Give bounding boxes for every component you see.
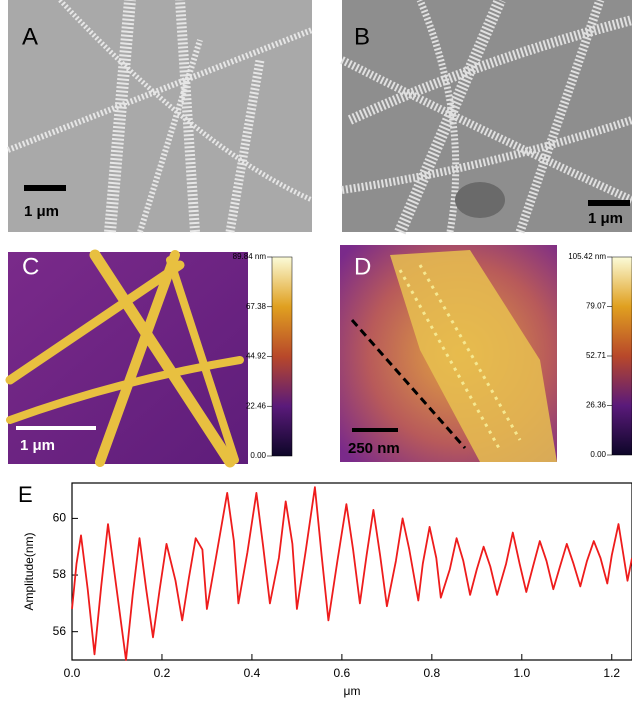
y-tick-label: 58 [53, 567, 67, 581]
panel-label: D [354, 253, 371, 280]
colorbar-tick-label: 22.46 [246, 401, 267, 410]
x-tick-label: 1.0 [513, 666, 530, 680]
x-tick-label: 0.6 [334, 666, 351, 680]
plot-frame [72, 483, 632, 660]
x-tick-label: 1.2 [603, 666, 620, 680]
scale-bar-label: 250 nm [348, 440, 400, 457]
panel-label: C [22, 253, 39, 280]
sem-image-a [8, 0, 312, 232]
scale-bar-label: 1 μm [24, 203, 59, 220]
x-tick-label: 0.2 [154, 666, 171, 680]
colorbar-tick-label: 89.84 nm [233, 252, 267, 261]
data-line [72, 487, 632, 660]
y-tick-label: 60 [53, 511, 67, 525]
sem-image-b [342, 0, 632, 232]
colorbar-tick-label: 52.71 [586, 351, 607, 360]
scale-bar-label: 1 μm [588, 210, 623, 227]
colorbar-tick-label: 44.92 [246, 352, 267, 361]
scale-bar-label: 1 μm [20, 437, 55, 454]
x-tick-label: 0.0 [64, 666, 81, 680]
x-tick-label: 0.4 [244, 666, 261, 680]
colorbar-tick-label: 0.00 [250, 451, 266, 460]
panel-label: E [18, 482, 33, 507]
colorbar-tick-label: 0.00 [590, 450, 606, 459]
x-axis-label: μm [344, 684, 361, 698]
colorbar-tick-label: 67.38 [246, 302, 267, 311]
colorbar-tick-label: 79.07 [586, 302, 607, 311]
panel-label: A [22, 23, 38, 50]
colorbar-tick-label: 105.42 nm [568, 252, 606, 261]
panel-label: B [354, 23, 370, 50]
y-tick-label: 56 [53, 624, 67, 638]
figure: A 1 μm B 1 μm C 1 μm 89.84 nm 67.38 44.92 22.46 0.… [0, 0, 632, 700]
x-tick-label: 0.8 [423, 666, 440, 680]
y-axis-label: Amplitude(nm) [22, 532, 36, 610]
colorbar-tick-label: 26.36 [586, 401, 607, 410]
page: {"panels": [ {"label": "A", "scale_bar":… [0, 0, 632, 700]
